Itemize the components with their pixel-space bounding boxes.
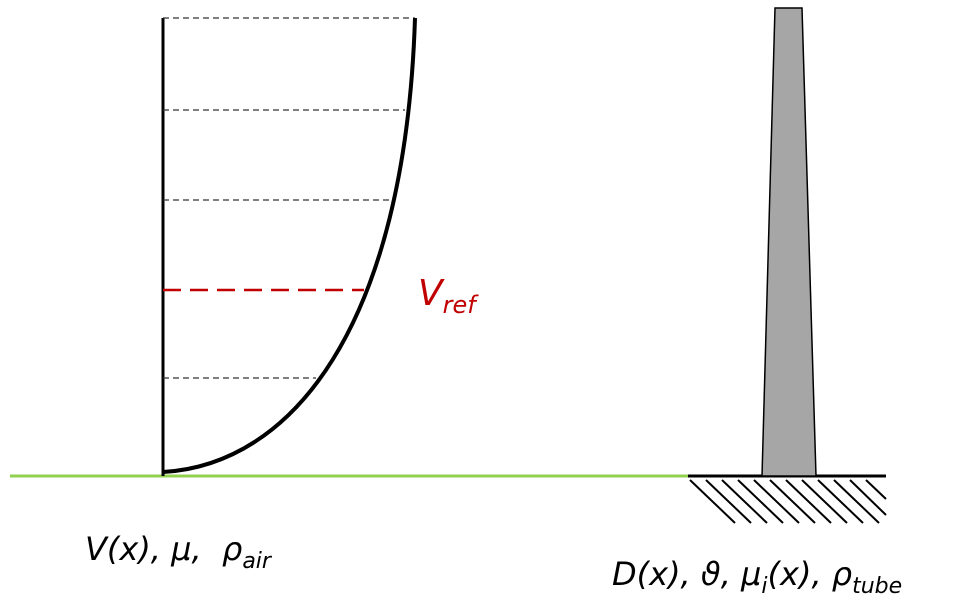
tower-label: D(x), ϑ, μi(x), ρtube (612, 555, 902, 599)
label-sub: i (761, 574, 767, 599)
label-sub: tube (852, 574, 902, 599)
velocity-profile (162, 17, 417, 474)
profile-levels (163, 17, 415, 379)
vref-label: Vref (418, 273, 479, 319)
label-part: V(x), μ, ρ (85, 530, 242, 568)
label-part: (x), ρ (768, 555, 853, 593)
label-part: D(x), ϑ, μ (612, 555, 761, 593)
wind-label: V(x), μ, ρair (85, 530, 273, 574)
label-sub: ref (443, 291, 480, 319)
label-sub: air (242, 549, 273, 574)
hatching (689, 479, 887, 524)
label-part: V (418, 273, 445, 314)
tower (761, 7, 817, 477)
